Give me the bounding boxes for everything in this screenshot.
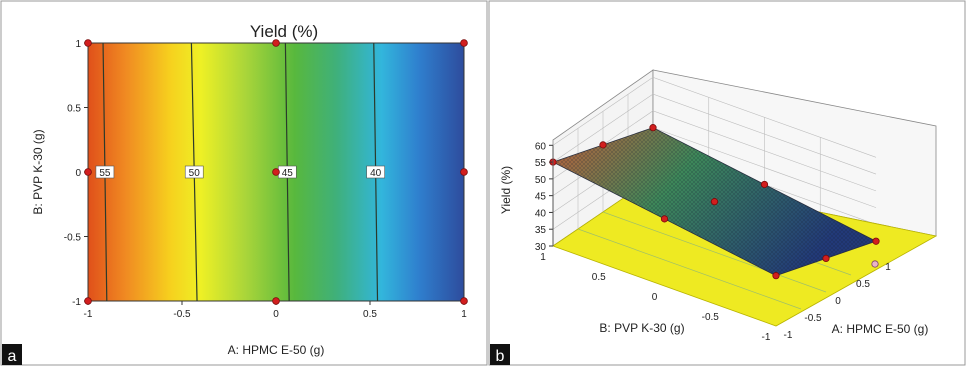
y-axis-ticks: 1 0.5 0 -0.5 -1 [64,39,88,308]
contour-label-box [184,165,204,179]
contour-lines: 55 50 45 40 [95,42,385,302]
a-tick-label: 0 [835,296,841,307]
panel-b-badge [490,344,510,365]
surface-design-point [822,254,830,263]
y-axis-label: B: PVP K-30 (g) [31,129,45,214]
a-tick-label: 0.5 [856,279,870,290]
z-tick-label: 35 [535,225,547,236]
design-point [272,39,280,47]
z-tick-label: 55 [535,158,547,169]
panel-a-letter: a [8,348,17,365]
contour-panel: Yield (%) 55 50 45 40 -1 -0.5 0 0.5 1 1 0.5 0 -0.5… [2,22,468,365]
b-tick-label: 1 [540,252,546,263]
surface-design-points [549,124,880,280]
design-point [460,297,468,305]
surface-design-point [760,180,769,189]
panel-a-badge [2,344,22,365]
panel-b-frame [488,0,966,366]
panel-b-letter: b [496,348,505,365]
y-tick-label: -1 [72,297,81,308]
b-tick-label: -0.5 [702,312,720,323]
design-points [84,39,468,305]
b-tick-label: 0.5 [592,272,606,283]
surface-design-point [872,237,880,245]
surface-design-point [649,124,657,132]
wall-grid-line [552,93,877,175]
design-point [460,39,468,47]
design-point [84,297,92,305]
z-tick-label: 50 [535,175,547,186]
z-tick-label: 30 [535,242,547,253]
wall-grid-line [552,76,877,158]
contour-label: 50 [189,168,201,179]
surface-panel: 60 55 50 45 40 35 30 1 0.5 0 -0.5 -1 1 0.5 0 -0.5 -1 Y… [490,69,938,365]
contour-label: 45 [282,168,294,179]
contour-label: 55 [99,168,111,179]
y-tick-label: -0.5 [64,233,82,244]
a-tick-label: -1 [784,330,793,341]
y-tick-label: 1 [75,39,81,50]
floor-design-point [871,260,879,268]
contour-label-box [366,165,385,179]
contour-label: 40 [370,168,382,179]
a-axis-ticks: 1 0.5 0 -0.5 -1 [784,262,892,341]
design-point [84,168,92,176]
b-tick-label: -1 [762,332,771,343]
a-axis-label: A: HPMC E-50 (g) [832,322,929,336]
a-tick-label: 1 [885,262,891,273]
design-point [272,297,280,305]
surface-design-point [772,272,780,280]
design-point [84,39,92,47]
design-point [460,168,468,176]
y-tick-label: 0 [75,168,81,179]
surface-design-point [710,198,719,206]
x-axis-label: A: HPMC E-50 (g) [228,343,325,357]
panel-a-frame [0,0,488,366]
floor-line [602,211,827,293]
z-axis-ticks: 60 55 50 45 40 35 30 [535,141,554,253]
a-tick-label: -0.5 [804,313,822,324]
z-tick-label: 40 [535,208,547,219]
b-axis-ticks: 1 0.5 0 -0.5 -1 [540,252,771,343]
surface-design-point [660,215,669,223]
z-tick-label: 60 [535,141,547,152]
y-tick-label: 0.5 [67,104,81,115]
x-tick-label: 1 [461,309,467,320]
floor-line [577,228,802,310]
b-axis-label: B: PVP K-30 (g) [599,321,684,335]
z-axis-label: Yield (%) [499,166,513,214]
contour-label-box [95,165,115,179]
b-tick-label: 0 [652,292,658,303]
surface-design-point [599,141,607,149]
z-tick-label: 45 [535,192,547,203]
chart-title: Yield (%) [250,22,318,41]
x-tick-label: -0.5 [173,309,191,320]
x-tick-label: 0.5 [363,309,377,320]
design-point [272,168,280,176]
x-tick-label: -1 [84,309,93,320]
x-tick-label: 0 [273,309,279,320]
